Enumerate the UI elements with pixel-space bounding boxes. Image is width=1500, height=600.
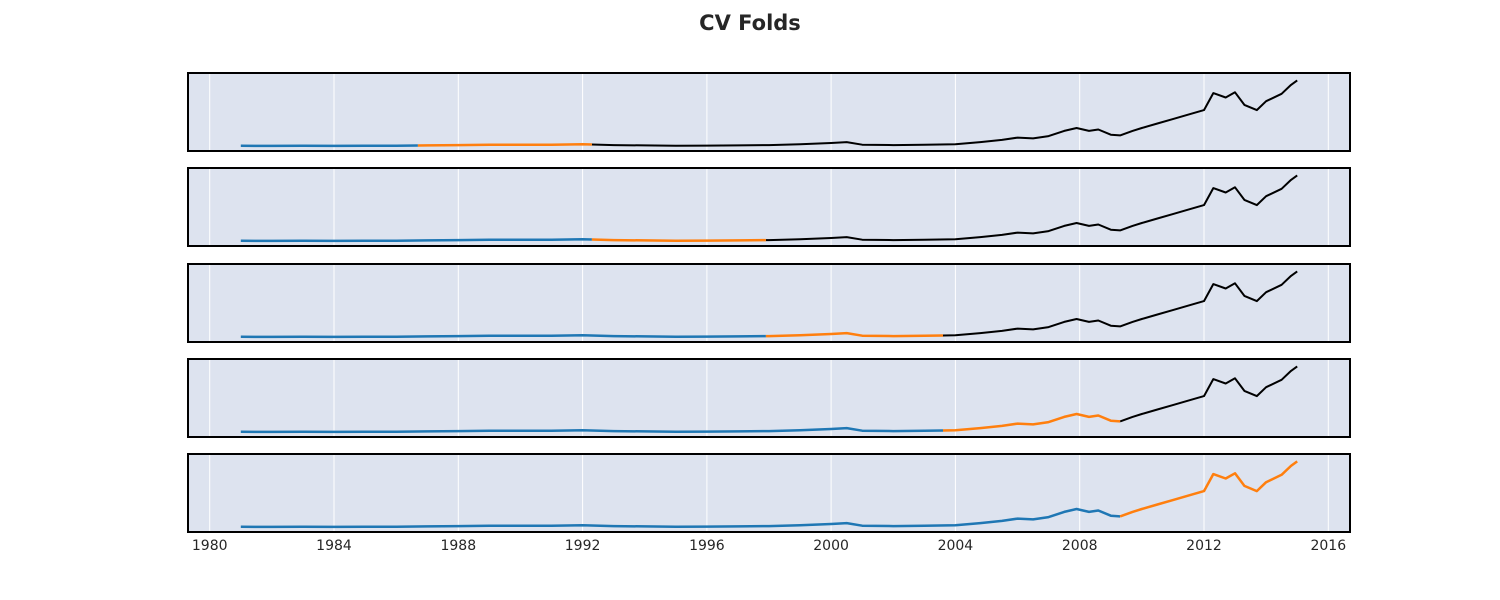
panel-frame (187, 263, 1351, 343)
x-tick-label-1988: 1988 (440, 538, 476, 554)
panel-frame (187, 358, 1351, 438)
x-tick-label-2016: 2016 (1310, 538, 1346, 554)
x-tick-label-1992: 1992 (565, 538, 601, 554)
x-tick-label-2000: 2000 (813, 538, 849, 554)
test-series-line (765, 331, 944, 338)
unused-series-line (942, 270, 1298, 337)
x-tick-label-1996: 1996 (689, 538, 725, 554)
test-series-line (1119, 460, 1298, 518)
panel-background (188, 168, 1350, 246)
x-tick-label-2004: 2004 (938, 538, 974, 554)
panel-background (188, 454, 1350, 532)
x-tick-label-2012: 2012 (1186, 538, 1222, 554)
train-series-line (240, 507, 1121, 529)
panel-background (188, 73, 1350, 151)
panel-frame (187, 167, 1351, 247)
fold-panel-5 (187, 453, 1351, 533)
train-series-line (240, 426, 944, 434)
x-tick-label-1984: 1984 (316, 538, 352, 554)
test-series-line (942, 412, 1121, 432)
panel-background (188, 359, 1350, 437)
unused-series-line (765, 174, 1298, 242)
unused-series-line (591, 79, 1298, 147)
unused-series-line (1119, 365, 1298, 423)
fold-panel-2 (187, 167, 1351, 247)
x-axis-tick-labels: 1980 1984 1988 1992 1996 2000 2004 2008 2012 2016 (192, 538, 1346, 554)
x-tick-label-1980: 1980 (192, 538, 228, 554)
fold-panel-4 (187, 358, 1351, 438)
test-series-line (591, 238, 766, 242)
test-series-line (417, 143, 592, 147)
chart-title: CV Folds (699, 11, 801, 35)
panel-frame (187, 72, 1351, 152)
fold-panel-3 (187, 263, 1351, 343)
x-tick-label-2008: 2008 (1062, 538, 1098, 554)
train-series-line (240, 334, 766, 339)
panel-background (188, 264, 1350, 342)
fold-panels (187, 72, 1351, 533)
panel-frame (187, 453, 1351, 533)
train-series-line (240, 238, 592, 243)
fold-panel-1 (187, 72, 1351, 152)
